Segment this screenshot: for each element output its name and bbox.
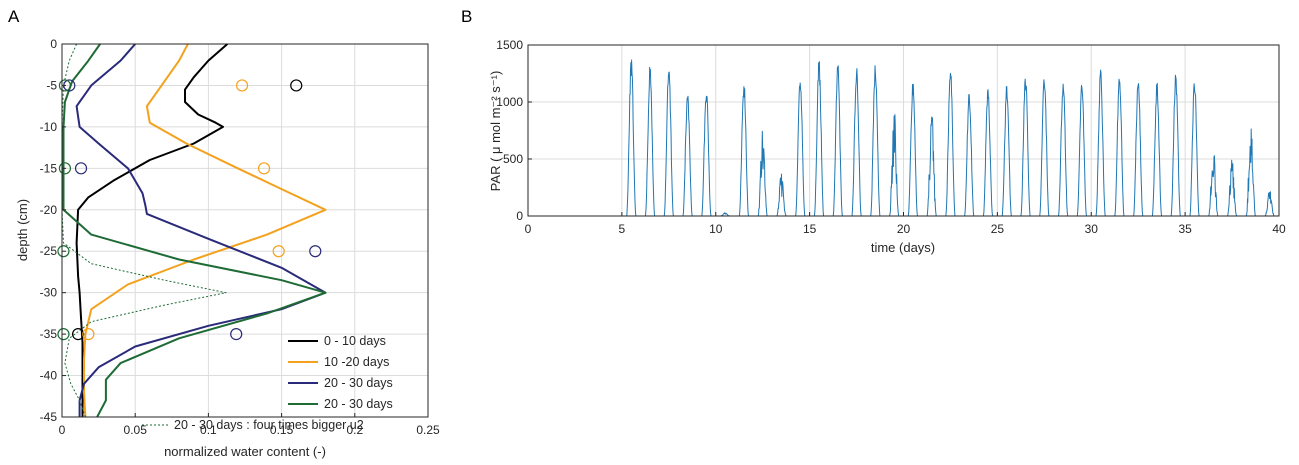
panel-a-lines <box>61 43 327 418</box>
panel-b-xtick-label: 35 <box>1178 222 1192 236</box>
panel-a-ytick-label: -5 <box>46 78 57 92</box>
panel-a-legend-label-0: 0 - 10 days <box>324 334 386 348</box>
panel-b-xtick-label: 25 <box>991 222 1005 236</box>
panel-b-xtick-label: 20 <box>897 222 911 236</box>
panel-a-label: A <box>8 7 20 26</box>
panel-a-marker-0 <box>72 328 85 341</box>
panel-a-series-line-3 <box>62 43 327 418</box>
panel-b: 0 5 10 15 20 25 30 35 40 0 500 1000 1500 time (days)… <box>488 38 1286 255</box>
panel-a-xtick-label: 0.2 <box>346 423 363 437</box>
panel-a-legend-label-1: 10 -20 days <box>324 355 389 369</box>
panel-a-ytick-label: -10 <box>40 120 58 134</box>
panel-a-marker-2 <box>309 245 322 258</box>
panel-b-ytick-label: 1000 <box>496 95 523 109</box>
panel-a-ytick-label: -35 <box>40 327 58 341</box>
panel-b-xtick-label: 40 <box>1272 222 1286 236</box>
panel-a-grid <box>61 43 429 418</box>
panel-a-ytick-label: -40 <box>40 369 58 383</box>
panel-a-frame <box>61 43 429 418</box>
panel-a-marker-1 <box>82 328 95 341</box>
panel-a-xtick-label: 0.15 <box>270 423 294 437</box>
panel-b-ytick-label: 500 <box>503 152 523 166</box>
panel-a-plot-area <box>62 44 428 417</box>
panel-a-marker-3 <box>58 79 72 92</box>
panel-a-ytick-label: -20 <box>40 203 58 217</box>
panel-a-ytick-label: -45 <box>40 410 58 424</box>
panel-b-xtick-label: 10 <box>709 222 723 236</box>
panel-a-ytick-label: -25 <box>40 244 58 258</box>
panel-a-series-line-0 <box>75 43 229 417</box>
panel-b-ytick-label: 1500 <box>496 38 523 52</box>
panel-a-series-line-1 <box>83 43 327 418</box>
panel-a-marker-0 <box>290 79 303 92</box>
panel-b-ylabel: PAR ( μ mol m⁻² s⁻¹) <box>488 71 503 192</box>
panel-b-label: B <box>461 7 472 26</box>
panel-a-legend-label-3: 20 - 30 days <box>324 397 393 411</box>
panel-b-xtick-label: 30 <box>1085 222 1099 236</box>
panel-a-ytick-label: -30 <box>40 286 58 300</box>
panel-b-xtick-label: 5 <box>619 222 626 236</box>
panel-b-xtick-label: 15 <box>803 222 817 236</box>
panel-a-ylabel: depth (cm) <box>15 199 30 261</box>
panel-a-legend-label-2: 20 - 30 days <box>324 376 393 390</box>
panel-a-xtick-label: 0.1 <box>200 423 217 437</box>
panel-b-xlabel: time (days) <box>871 240 935 255</box>
panel-a-ytick-label: 0 <box>50 37 57 51</box>
panel-a-ytick-label: -15 <box>40 161 58 175</box>
panel-b-ticks: 0 5 10 15 20 25 30 35 40 0 500 1000 1500 <box>496 38 1286 236</box>
panel-a-marker-3 <box>58 162 72 175</box>
panel-a-marker-2 <box>74 162 88 175</box>
panel-a-legend-label-4: 20 - 30 days : four times bigger u2 <box>174 418 364 432</box>
panel-a-xlabel: normalized water content (-) <box>164 444 326 459</box>
panel-a-marker-2 <box>230 328 243 341</box>
panel-a-series-line-4 <box>61 43 227 418</box>
panel-a-marker-3 <box>57 328 70 341</box>
panel-a-legend: 0 - 10 days 10 -20 days 20 - 30 days 20 - 3… <box>142 334 393 432</box>
panel-a-xtick-label: 0.05 <box>124 423 148 437</box>
panel-a-markers <box>57 79 322 341</box>
panel-a-xtick-label: 0.25 <box>416 423 440 437</box>
panel-a-ticks: 0 0.05 0.1 0.15 0.2 0.25 0 -5 -10 -15 -20 -25 -30 -35… <box>40 37 440 437</box>
panel-a-series-line-2 <box>75 43 327 417</box>
panel-a-marker-3 <box>57 245 70 258</box>
panel-a-marker-1 <box>235 79 249 92</box>
panel-b-ytick-label: 0 <box>516 209 523 223</box>
panel-a: 0 0.05 0.1 0.15 0.2 0.25 0 -5 -10 -15 -20 -25 -30 -35… <box>15 37 440 459</box>
panel-a-marker-1 <box>272 245 285 258</box>
panel-a-xtick-label: 0 <box>59 423 66 437</box>
panel-a-marker-1 <box>257 162 271 175</box>
panel-b-xtick-label: 0 <box>525 222 532 236</box>
